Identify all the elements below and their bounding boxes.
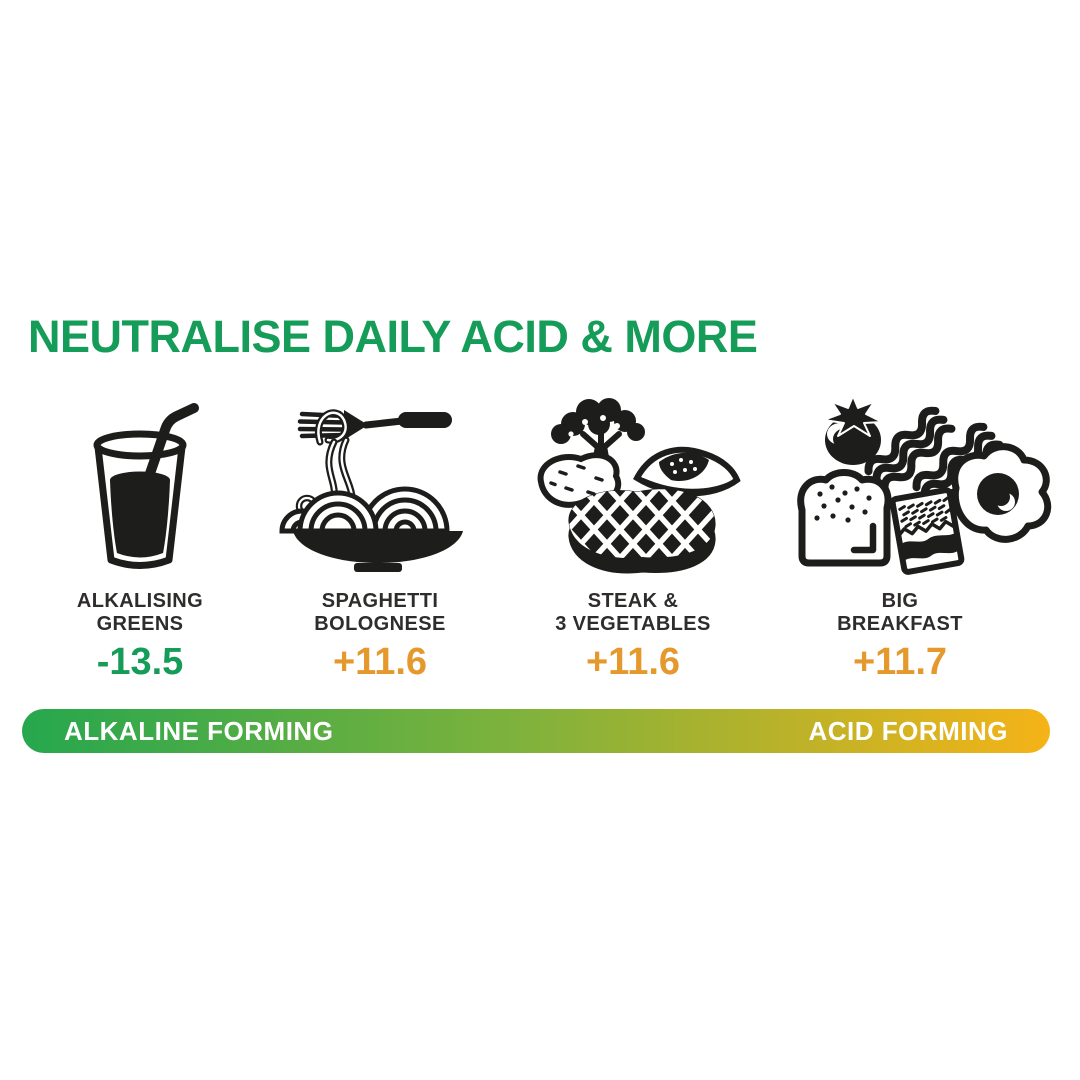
greens-glass-icon: [93, 403, 199, 569]
food-value: +11.6: [585, 641, 681, 683]
food-value: +11.6: [332, 641, 428, 683]
food-item-spaghetti-bolognese: SPAGHETTI BOLOGNESE +11.6: [250, 590, 510, 683]
food-label: SPAGHETTI BOLOGNESE: [314, 590, 446, 635]
food-item-alkalising-greens: ALKALISING GREENS -13.5: [10, 590, 270, 683]
food-label: STEAK & 3 VEGETABLES: [555, 590, 711, 635]
food-value: +11.7: [852, 641, 948, 683]
alkaline-forming-label: ALKALINE FORMING: [64, 716, 334, 746]
food-label: BIG BREAKFAST: [837, 590, 963, 635]
page-title: NEUTRALISE DAILY ACID & MORE: [28, 311, 758, 362]
food-value: -13.5: [96, 641, 184, 683]
food-item-big-breakfast: BIG BREAKFAST +11.7: [770, 590, 1030, 683]
ph-scale-bar: ALKALINE FORMING ACID FORMING: [22, 709, 1050, 753]
steak-vegetables-icon: [537, 398, 741, 574]
food-item-steak-3-vegetables: STEAK & 3 VEGETABLES +11.6: [503, 590, 763, 683]
big-breakfast-icon: [797, 395, 1052, 575]
spaghetti-bowl-icon: [279, 409, 463, 572]
acid-forming-label: ACID FORMING: [808, 716, 1008, 746]
food-label: ALKALISING GREENS: [76, 590, 204, 635]
